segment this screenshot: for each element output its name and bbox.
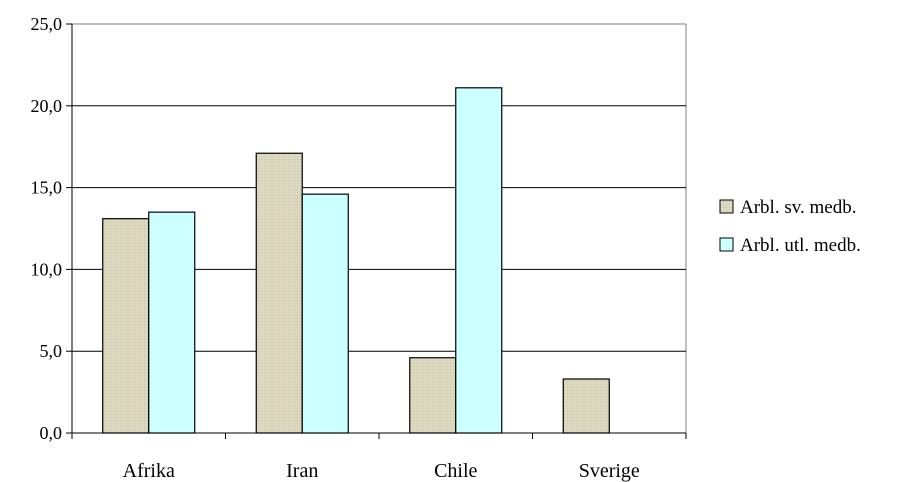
y-tick-labels: 0,0 5,0 10,0 15,0 20,0 25,0 bbox=[31, 14, 63, 443]
axes bbox=[66, 23, 687, 439]
legend-swatch bbox=[719, 237, 734, 252]
y-tick-label: 5,0 bbox=[40, 341, 63, 361]
legend-label: Arbl. sv. medb. bbox=[740, 197, 856, 218]
y-tick-label: 10,0 bbox=[31, 259, 63, 279]
bars bbox=[102, 87, 610, 434]
legend-swatch bbox=[719, 199, 734, 214]
bar-utl-iran bbox=[301, 193, 349, 434]
y-tick-label: 25,0 bbox=[31, 14, 63, 34]
x-tick-label: Afrika bbox=[123, 460, 175, 482]
x-tick-labels: Afrika Iran Chile Sverige bbox=[123, 460, 640, 482]
y-tick-label: 0,0 bbox=[40, 423, 63, 443]
legend: Arbl. sv. medb. Arbl. utl. medb. bbox=[719, 197, 861, 256]
x-tick-label: Iran bbox=[286, 460, 318, 482]
bar-sv-chile bbox=[409, 357, 457, 434]
x-tick-label: Sverige bbox=[579, 460, 640, 482]
bar-utl-chile bbox=[455, 87, 503, 434]
y-tick-label: 15,0 bbox=[31, 178, 63, 198]
bar-utl-afrika bbox=[148, 211, 196, 434]
bar-sv-iran bbox=[255, 152, 303, 434]
y-tick-label: 20,0 bbox=[31, 96, 63, 116]
bar-sv-sverige bbox=[562, 378, 610, 434]
x-tick-label: Chile bbox=[434, 460, 477, 482]
legend-label: Arbl. utl. medb. bbox=[740, 235, 861, 256]
bar-sv-afrika bbox=[102, 218, 150, 434]
